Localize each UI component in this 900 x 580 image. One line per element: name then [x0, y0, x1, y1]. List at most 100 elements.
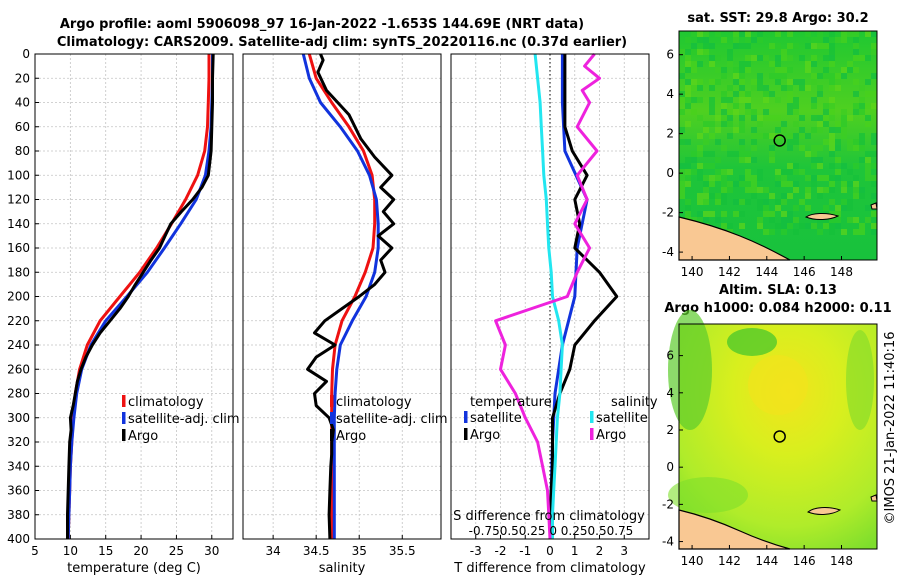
x-tick-label: 1 — [571, 544, 579, 558]
legend-label: satellite-adj. clim — [128, 412, 240, 427]
legend-swatch — [122, 395, 126, 407]
argo-location-marker — [773, 134, 786, 147]
timestamp-label: ©IMOS 21-Jan-2022 11:40:16 — [883, 332, 898, 525]
x-tick-label: -2 — [495, 544, 507, 558]
x-tick-label: 0 — [546, 544, 554, 558]
legend-label: Argo — [336, 429, 366, 444]
map-x-tick-label: 140 — [681, 265, 704, 279]
map-y-tick-label: -2 — [662, 206, 674, 220]
x-tick-label: 5 — [31, 544, 39, 558]
series-satellite-adj-clim — [301, 53, 380, 539]
map-x-tick-label: 144 — [755, 265, 778, 279]
sst-map — [678, 30, 878, 261]
difference-panel: -3 -2 -1 0 1 2 3 T difference from climatology t… — [450, 53, 658, 576]
y-tick-label: 40 — [15, 96, 30, 110]
map-y-tick-label: 4 — [666, 386, 674, 400]
legend-label: Argo — [128, 429, 158, 444]
y-tick-label: 320 — [7, 435, 30, 449]
sla-map-subtitle: Argo h1000: 0.084 h2000: 0.11 — [664, 301, 891, 316]
map-y-tick-label: 0 — [666, 166, 674, 180]
x-axis-label: salinity — [319, 561, 366, 576]
x-tick-label: 15 — [98, 544, 113, 558]
y-tick-label: 360 — [7, 484, 30, 498]
sla-map — [668, 310, 878, 550]
series-salinity-argo — [494, 53, 601, 540]
y-tick-label: 60 — [15, 120, 30, 134]
x-tick-label: 35 — [352, 544, 367, 558]
x-tick-label: 2 — [596, 544, 604, 558]
sla-map-title: Altim. SLA: 0.13 — [719, 283, 837, 298]
plot-frame — [34, 53, 234, 540]
sst-map-title: sat. SST: 29.8 Argo: 30.2 — [687, 11, 868, 26]
x-axis-label: T difference from climatology — [453, 561, 646, 576]
map-x-tick-label: 146 — [793, 265, 816, 279]
map-y-tick-label: 0 — [666, 460, 674, 474]
map-x-tick-label: 142 — [718, 265, 741, 279]
legend-swatch — [122, 429, 126, 441]
map-x-tick-label: 144 — [755, 554, 778, 568]
x-tick-label: -3 — [470, 544, 482, 558]
y-tick-label: 120 — [7, 193, 30, 207]
x-axis-label: temperature (deg C) — [67, 561, 201, 576]
legend-label: satellite-adj. clim — [336, 412, 448, 427]
y-tick-label: 160 — [7, 241, 30, 255]
y-tick-label: 180 — [7, 265, 30, 279]
x-tick-label: 34 — [265, 544, 280, 558]
plot-frame — [450, 53, 650, 540]
x-tick-label: 30 — [204, 544, 219, 558]
series-argo — [66, 53, 215, 539]
map-y-tick-label: -4 — [662, 245, 674, 259]
legend-swatch — [590, 428, 594, 440]
legend-title-temperature: temperature — [470, 395, 552, 410]
map-x-tick-label: 148 — [830, 265, 853, 279]
sla-map-axes: 140 142 144 146 148 -4 -2 0 2 4 6 — [662, 349, 853, 568]
legend-title-salinity: salinity — [611, 395, 658, 410]
y-tick-label: 340 — [7, 459, 30, 473]
y-tick-label: 200 — [7, 290, 30, 304]
salinity-panel: 34 34.5 35 35.5 salinity climatology satellite… — [242, 53, 448, 576]
x-tick-label: 20 — [133, 544, 148, 558]
legend-label: climatology — [336, 395, 412, 410]
x-tick-label: 25 — [169, 544, 184, 558]
legend-label: satellite — [596, 411, 648, 426]
x-tick-label: 3 — [620, 544, 628, 558]
sst-map-axes: 140 142 144 146 148 -4 -2 0 2 4 6 — [662, 48, 853, 279]
map-y-tick-label: 2 — [666, 423, 674, 437]
series-temperature-argo — [548, 54, 619, 539]
figure-title-line2: Climatology: CARS2009. Satellite-adj cli… — [57, 35, 627, 50]
y-tick-label: 100 — [7, 168, 30, 182]
y-tick-label: 380 — [7, 508, 30, 522]
map-x-tick-label: 142 — [718, 554, 741, 568]
y-tick-label: 20 — [15, 71, 30, 85]
y-tick-label: 0 — [22, 47, 30, 61]
y-tick-label: 300 — [7, 411, 30, 425]
legend-label: satellite — [470, 411, 522, 426]
map-y-tick-label: -2 — [662, 497, 674, 511]
figure-title-line1: Argo profile: aoml 5906098_97 16-Jan-202… — [60, 17, 584, 32]
series-salinity-satellite — [533, 53, 564, 539]
legend-label: climatology — [128, 395, 204, 410]
map-y-tick-label: 6 — [666, 349, 674, 363]
map-y-tick-label: -4 — [662, 535, 674, 549]
legend-label: Argo — [596, 428, 626, 443]
y-tick-label: 140 — [7, 217, 30, 231]
map-y-tick-label: 6 — [666, 48, 674, 62]
map-y-tick-label: 2 — [666, 127, 674, 141]
legend-swatch — [330, 429, 334, 441]
map-x-tick-label: 146 — [793, 554, 816, 568]
legend-label: Argo — [470, 428, 500, 443]
map-x-tick-label: 148 — [830, 554, 853, 568]
legend-swatch — [464, 411, 468, 423]
map-y-tick-label: 4 — [666, 87, 674, 101]
x-tick-label: 10 — [63, 544, 78, 558]
y-tick-label: 280 — [7, 387, 30, 401]
temperature-panel: 5 10 15 20 25 3002040608010012014016018020022… — [7, 47, 240, 576]
inner-axis-label: S difference from climatology — [453, 509, 645, 524]
y-tick-label: 220 — [7, 314, 30, 328]
x-tick-label: -1 — [519, 544, 531, 558]
legend-swatch — [590, 411, 594, 423]
legend-swatch — [122, 412, 126, 424]
y-tick-label: 240 — [7, 338, 30, 352]
y-tick-label: 260 — [7, 362, 30, 376]
